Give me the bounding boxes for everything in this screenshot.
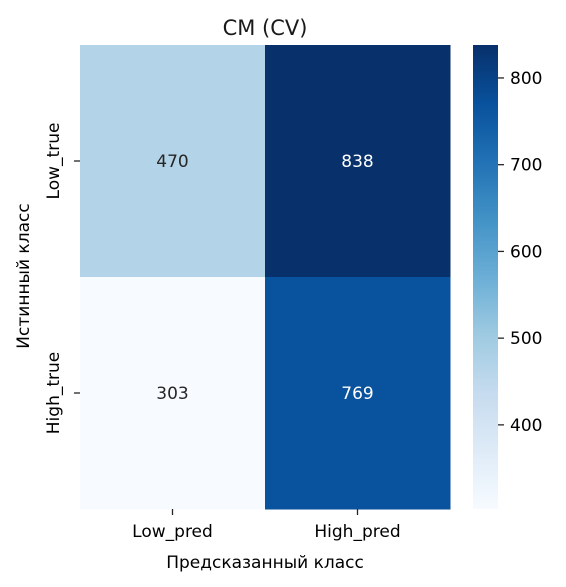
cell-value-label: 470 xyxy=(156,152,188,172)
cell-value-label: 303 xyxy=(156,384,188,404)
heatmap-cell xyxy=(265,277,451,510)
x-axis-ticks: Low_pred High_pred xyxy=(132,509,401,542)
cell-value-label: 838 xyxy=(341,152,373,172)
heatmap-cell xyxy=(80,45,266,278)
heatmap-cells xyxy=(80,45,451,510)
y-axis-label: Истинный класс xyxy=(14,203,34,348)
chart-title: CM (CV) xyxy=(223,16,308,40)
colorbar-tick-label: 800 xyxy=(510,69,542,89)
colorbar-tick-label: 700 xyxy=(510,156,542,176)
x-tick-label: Low_pred xyxy=(132,522,213,542)
heatmap-cell xyxy=(265,45,451,278)
colorbar-ticks: 400 500 600 700 800 xyxy=(498,69,542,436)
colorbar-tick-label: 500 xyxy=(510,329,542,349)
colorbar-tick-label: 400 xyxy=(510,416,542,436)
y-axis-ticks: Low_true High_true xyxy=(44,123,80,434)
y-tick-label: High_true xyxy=(44,352,64,434)
x-axis-label: Предсказанный класс xyxy=(166,553,364,573)
heatmap-cell xyxy=(80,277,266,510)
cell-value-label: 769 xyxy=(341,384,373,404)
colorbar-tick-label: 600 xyxy=(510,242,542,262)
y-tick-label: Low_true xyxy=(44,123,64,200)
x-tick-label: High_pred xyxy=(314,522,400,542)
heatmap-cell-labels: 470 838 303 769 xyxy=(156,152,373,404)
colorbar xyxy=(473,45,498,509)
